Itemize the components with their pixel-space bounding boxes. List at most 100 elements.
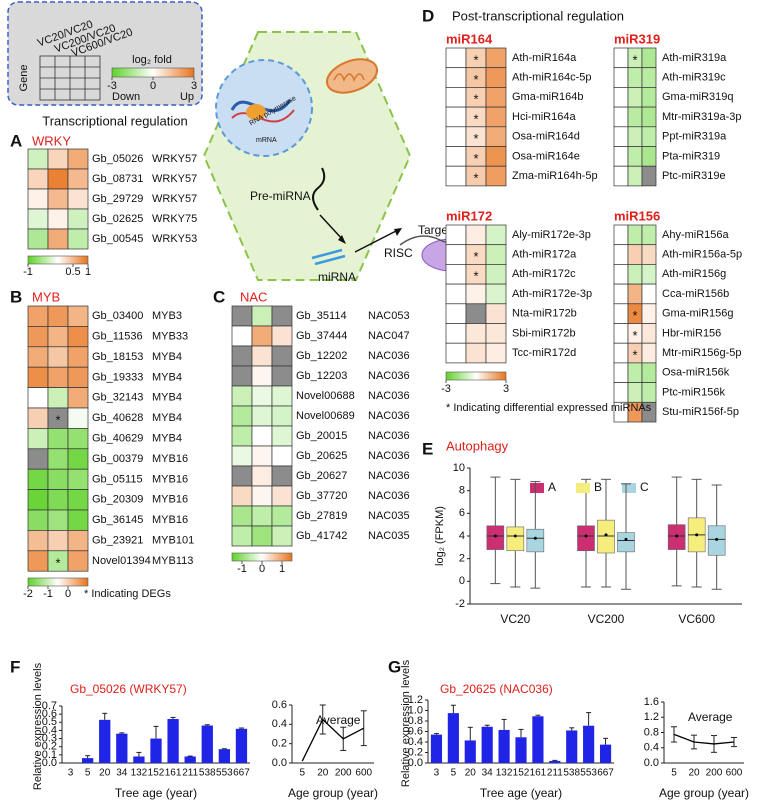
note: * Indicating DEGs bbox=[84, 588, 171, 600]
row-group-label: NAC036 bbox=[368, 370, 410, 382]
heatmap-cell bbox=[271, 305, 293, 327]
heatmap-cell bbox=[271, 445, 293, 467]
heatmap-cell bbox=[47, 509, 69, 531]
row-label: Gb_36145 bbox=[92, 514, 143, 526]
heatmap-cell bbox=[465, 283, 487, 305]
legend-label: B bbox=[594, 480, 602, 494]
heatmap-cell bbox=[67, 188, 89, 210]
heatmap-cell bbox=[271, 525, 293, 547]
colorbar-tick-label: -2 bbox=[23, 588, 33, 600]
bar bbox=[150, 738, 162, 763]
colorbar-tick-label: 3 bbox=[191, 80, 197, 92]
colorbar-tick-label: -3 bbox=[107, 80, 117, 92]
colorbar-tick-label: -1 bbox=[237, 563, 247, 575]
section-heading: Transcriptional regulation bbox=[42, 113, 187, 128]
x-tick-label: 3 bbox=[68, 768, 74, 779]
heatmap-cell bbox=[251, 525, 273, 547]
x-tick-label: 5 bbox=[451, 768, 457, 779]
bar bbox=[515, 737, 527, 763]
heatmap-cell bbox=[47, 208, 69, 230]
heatmap-cell bbox=[251, 445, 273, 467]
row-label: Gma-miR164b bbox=[512, 91, 584, 103]
heatmap-cell bbox=[271, 405, 293, 427]
row-label: Hbr-miR156 bbox=[662, 327, 721, 339]
heatmap-cell bbox=[485, 244, 507, 265]
y-tick-label: 0.4 bbox=[42, 724, 57, 736]
y-tick-label: 1.0 bbox=[408, 704, 423, 716]
row-group-label: WRKY53 bbox=[152, 233, 197, 245]
y-tick-label: 0.7 bbox=[42, 700, 57, 712]
row-group-label: NAC036 bbox=[368, 390, 410, 402]
heatmap-cell bbox=[485, 47, 507, 69]
x-tick-label: 200 bbox=[706, 768, 723, 779]
heatmap-cell bbox=[485, 224, 507, 246]
line bbox=[301, 718, 365, 762]
row-label: Ath-miR164a bbox=[512, 52, 577, 64]
heatmap-cell bbox=[465, 323, 487, 344]
y-axis-label: Relative expression levels bbox=[32, 662, 44, 790]
y-tick-label: 0.2 bbox=[272, 738, 287, 750]
heatmap-cell bbox=[485, 342, 507, 364]
bar bbox=[532, 716, 544, 763]
panel-letter: F bbox=[10, 657, 20, 676]
heatmap-cell bbox=[231, 445, 253, 467]
heatmap-cell bbox=[231, 505, 253, 527]
heatmap-cell bbox=[251, 425, 273, 447]
heatmap-cell bbox=[67, 550, 89, 572]
heatmap-cell bbox=[67, 428, 89, 450]
heatmap-cell bbox=[641, 323, 657, 344]
y-tick-label: -2 bbox=[455, 598, 465, 610]
x-tick-label: 152 bbox=[513, 768, 530, 779]
heatmap-cell bbox=[27, 387, 49, 409]
heatmap-cell bbox=[251, 465, 273, 487]
y-tick-label: 0.0 bbox=[644, 757, 659, 769]
heatmap-cell bbox=[231, 385, 253, 407]
heatmap-cell bbox=[627, 264, 643, 285]
heatmap-cell bbox=[613, 47, 629, 69]
x-tick-label: 34 bbox=[482, 768, 494, 779]
legend-title: log₂ fold bbox=[132, 54, 172, 66]
heatmap-cell bbox=[465, 224, 487, 246]
heatmap-cell bbox=[271, 325, 293, 347]
heatmap-cell bbox=[485, 146, 507, 167]
heatmap-cell bbox=[47, 326, 69, 348]
x-tick-label: 538 bbox=[563, 768, 580, 779]
y-tick-label: 1.2 bbox=[408, 694, 423, 706]
heatmap-cell bbox=[271, 385, 293, 407]
row-label: Gb_29729 bbox=[92, 193, 143, 205]
diagram bbox=[202, 31, 501, 281]
row-group-label: MYB4 bbox=[152, 433, 182, 445]
mean bbox=[715, 537, 719, 541]
row-label: Gb_19333 bbox=[92, 371, 143, 383]
diagram-label: miRNA bbox=[318, 270, 356, 284]
colorbar-tick-label: 1 bbox=[279, 563, 285, 575]
section-title: Post-transcriptional regulation bbox=[452, 8, 624, 23]
heatmap-cell bbox=[465, 303, 487, 324]
y-tick-label: 0.0 bbox=[42, 757, 57, 769]
significance-star: * bbox=[55, 555, 60, 570]
row-group-label: NAC053 bbox=[368, 310, 410, 322]
heatmap-cell bbox=[251, 505, 273, 527]
heatmap-cell bbox=[445, 87, 467, 108]
legend-low: Down bbox=[112, 91, 140, 103]
row-label: Gb_20627 bbox=[296, 470, 347, 482]
legend-label: C bbox=[640, 480, 649, 494]
row-label: Ath-miR172a bbox=[512, 248, 577, 260]
row-label: Hci-miR164a bbox=[512, 111, 576, 123]
heatmap-cell bbox=[641, 126, 657, 147]
row-label: Ath-miR172c bbox=[512, 268, 576, 280]
heatmap-cell bbox=[613, 244, 629, 265]
row-label: Gb_08731 bbox=[92, 173, 143, 185]
row-group-label: MYB3 bbox=[152, 310, 182, 322]
heatmap-cell bbox=[47, 448, 69, 470]
significance-star: * bbox=[473, 52, 478, 67]
x-tick-label: 5 bbox=[85, 768, 91, 779]
heatmap-cell bbox=[485, 106, 507, 128]
heatmap-cell bbox=[251, 325, 273, 347]
heatmap-cell bbox=[67, 366, 89, 388]
heatmap-cell bbox=[613, 106, 629, 128]
x-tick-label: 20 bbox=[317, 768, 329, 779]
colorbar bbox=[27, 255, 89, 265]
heatmap-cell bbox=[47, 366, 69, 388]
colorbar bbox=[111, 67, 195, 78]
